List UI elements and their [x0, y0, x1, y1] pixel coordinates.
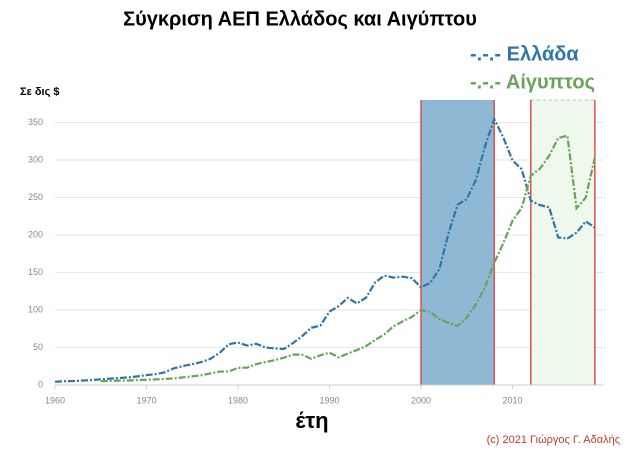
chart-title: Σύγκριση ΑΕΠ Ελλάδος και Αιγύπτου: [123, 8, 477, 30]
series-line: [100, 134, 596, 383]
x-tick-label: 1970: [136, 395, 156, 405]
y-tick-label: 0: [38, 379, 43, 389]
y-tick-label: 350: [28, 117, 43, 127]
x-tick-label: 1960: [45, 395, 65, 405]
x-tick-label: 2000: [411, 395, 431, 405]
y-axis-label: Σε δις $: [20, 86, 60, 98]
y-tick-label: 150: [28, 267, 43, 277]
y-tick-label: 250: [28, 192, 43, 202]
credit: (c) 2021 Γιώργος Γ. Αδαλής: [487, 434, 620, 446]
y-tick-label: 200: [28, 229, 43, 239]
x-axis-label: έτη: [295, 408, 328, 433]
legend-entry: -.-.- Αίγυπτος: [470, 71, 595, 93]
y-tick-label: 50: [33, 342, 43, 352]
highlight-region: [421, 100, 495, 385]
highlight-region: [530, 99, 596, 386]
x-tick-label: 1980: [228, 395, 248, 405]
legend-entry: -.-.- Ελλάδα: [470, 43, 579, 65]
series-line: [54, 116, 596, 383]
y-tick-label: 300: [28, 154, 43, 164]
x-tick-label: 1990: [319, 395, 339, 405]
x-tick-label: 2010: [502, 395, 522, 405]
y-tick-label: 100: [28, 304, 43, 314]
